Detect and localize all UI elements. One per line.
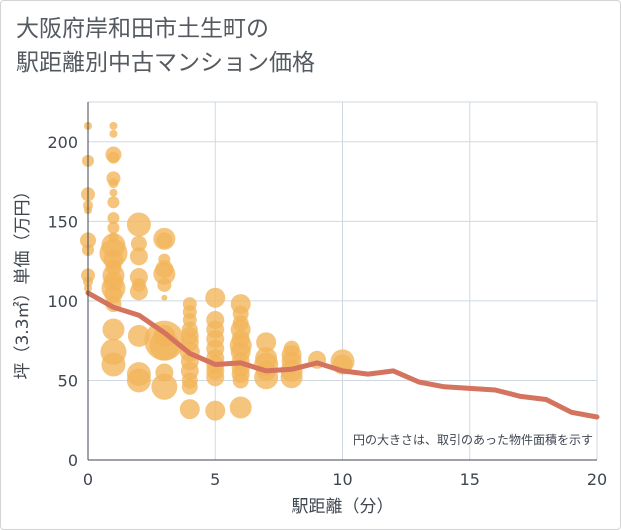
bubbles [80,121,355,421]
bubble-33 [126,212,151,237]
bubble-30 [102,318,125,341]
bubble-46 [153,262,176,285]
y-tick-label-4: 200 [47,133,78,152]
bubble-66 [205,287,226,308]
x-tick-label-4: 20 [587,470,607,489]
bubble-48 [161,294,168,301]
chart-title-line-2: 駅距離別中古マンション価格 [16,50,315,76]
bubble-16 [109,188,118,197]
bubble-74 [206,368,225,387]
bubble-34 [130,235,147,252]
x-tick-label-2: 10 [332,470,352,489]
x-tick-label-1: 5 [210,470,220,489]
bubble-75 [205,400,226,421]
bubble-11 [109,129,118,138]
bubble-43 [156,232,173,249]
grid-lines [88,101,598,460]
y-tick-label-0: 0 [68,451,78,470]
trend-line [85,290,600,420]
trend-line-group [85,290,600,420]
y-axis-title: 坪（3.3㎡）単価（万円） [13,182,33,379]
bubble-18 [107,212,120,225]
y-tick-label-1: 50 [58,371,78,390]
bubble-87 [229,396,252,419]
bubble-size-note: 円の大きさは、取引のあった物件面積を示す [353,432,593,447]
bubble-10 [109,121,118,130]
bubble-13 [107,151,120,164]
bubble-47 [157,277,172,292]
bubble-38 [129,282,148,301]
bubble-86 [232,372,249,389]
bubble-53 [151,373,178,400]
bubble-17 [107,196,120,209]
x-tick-label-3: 15 [460,470,480,489]
bubble-64 [181,378,198,395]
y-tick-label-3: 150 [47,212,78,231]
bubble-19 [107,221,120,234]
bubble-88 [256,332,277,353]
bubble-15 [108,178,119,189]
x-tick-label-0: 0 [83,470,93,489]
bubble-32 [101,352,126,377]
bubble-65 [179,399,200,420]
y-tick-label-2: 100 [47,292,78,311]
chart-title: 大阪府岸和田市土生町の 駅距離別中古マンション価格 [16,12,315,80]
bubble-41 [126,368,151,393]
bubble-35 [129,247,148,266]
x-axis-title: 駅距離（分） [292,497,394,517]
chart-title-line-1: 大阪府岸和田市土生町の [16,16,269,42]
